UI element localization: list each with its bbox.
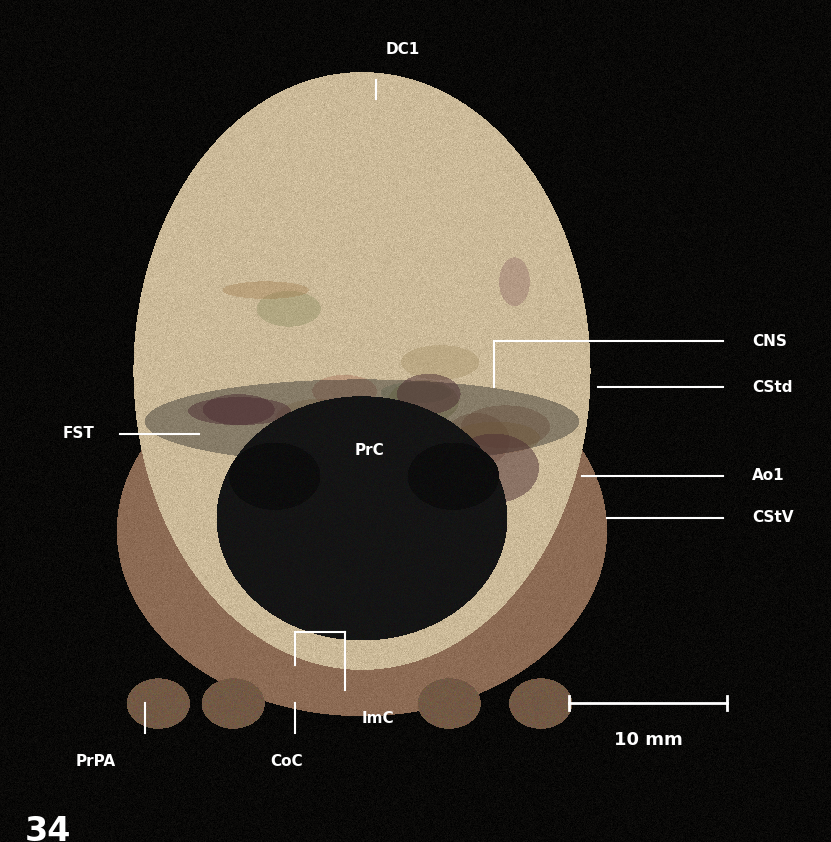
Text: 10 mm: 10 mm	[614, 731, 682, 749]
Text: PrPA: PrPA	[76, 754, 116, 769]
Text: DC1: DC1	[386, 42, 420, 57]
Text: PrC: PrC	[355, 443, 385, 458]
Text: CNS: CNS	[752, 333, 787, 349]
Text: 34: 34	[25, 815, 71, 842]
Text: Ao1: Ao1	[752, 468, 784, 483]
Text: CStd: CStd	[752, 380, 793, 395]
Text: CoC: CoC	[270, 754, 303, 769]
Text: CStV: CStV	[752, 510, 794, 525]
Text: ImC: ImC	[361, 711, 394, 727]
Text: FST: FST	[62, 426, 94, 441]
